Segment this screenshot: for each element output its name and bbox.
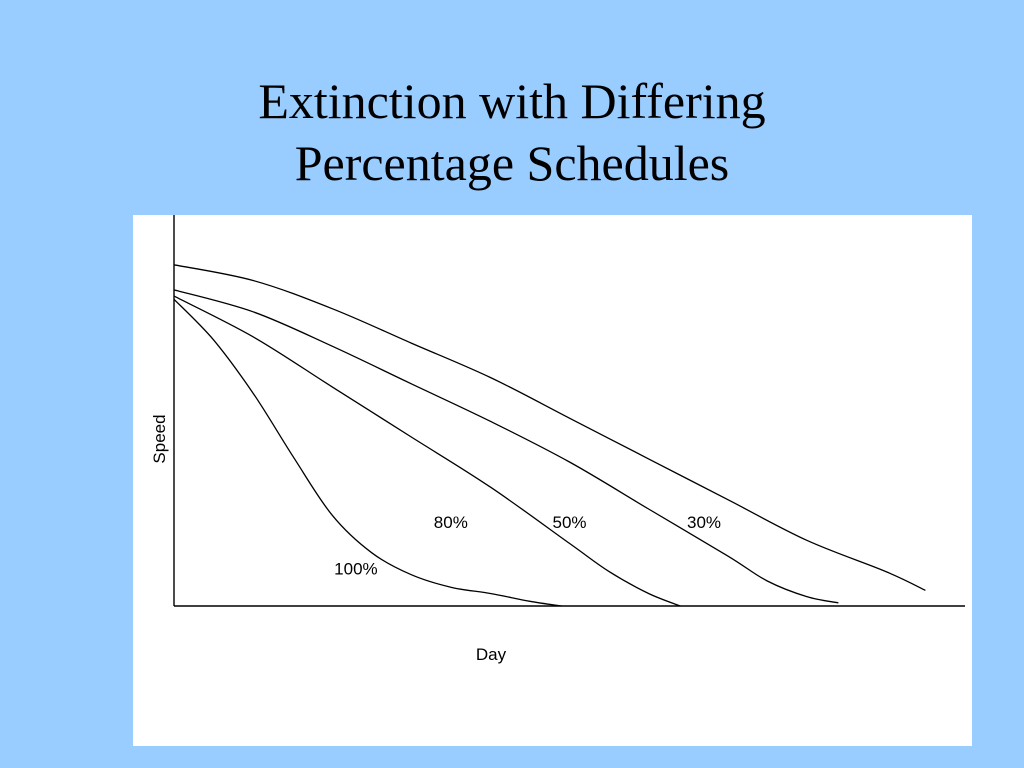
x-axis-label: Day bbox=[476, 645, 507, 664]
slide-title-line-2: Percentage Schedules bbox=[294, 135, 730, 191]
series-curves bbox=[173, 264, 926, 607]
curve-label-80-percent: 80% bbox=[434, 513, 468, 532]
curve-label-30-percent: 30% bbox=[687, 513, 721, 532]
curve-50-percent bbox=[173, 289, 839, 604]
slide-title: Extinction with Differing Percentage Sch… bbox=[0, 70, 1024, 194]
y-axis-label: Speed bbox=[150, 414, 169, 463]
curve-label-100-percent: 100% bbox=[334, 560, 377, 579]
curve-80-percent bbox=[173, 295, 681, 607]
chart-panel: 100% 80% 50% 30% Day Speed bbox=[133, 215, 972, 746]
curve-100-percent bbox=[173, 298, 562, 607]
slide-title-line-1: Extinction with Differing bbox=[258, 73, 766, 129]
curve-label-50-percent: 50% bbox=[552, 513, 586, 532]
curve-30-percent bbox=[173, 264, 926, 591]
curve-labels: 100% 80% 50% 30% bbox=[334, 513, 721, 579]
extinction-line-chart: 100% 80% 50% 30% Day Speed bbox=[150, 215, 965, 664]
